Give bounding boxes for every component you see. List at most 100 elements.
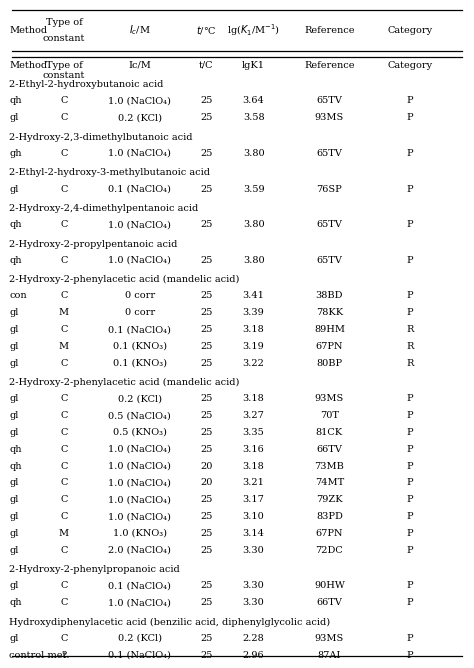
Text: P: P [407,598,413,607]
Text: t/C: t/C [199,61,213,69]
Text: 89HM: 89HM [314,325,345,334]
Text: P: P [407,220,413,229]
Text: 66TV: 66TV [317,445,342,454]
Text: 2-Hydroxy-2,3-dimethylbutanoic acid: 2-Hydroxy-2,3-dimethylbutanoic acid [9,132,193,142]
Text: 65TV: 65TV [317,96,342,106]
Text: 67PN: 67PN [316,529,343,538]
Text: 0.1 (KNO₃): 0.1 (KNO₃) [113,342,167,351]
Text: C: C [60,428,68,437]
Text: C: C [60,325,68,334]
Text: con: con [9,291,27,301]
Text: 3.30: 3.30 [243,581,264,591]
Text: 90HW: 90HW [314,581,345,591]
Text: M: M [59,308,69,317]
Text: qh: qh [9,598,22,607]
Text: 1.0 (NaClO₄): 1.0 (NaClO₄) [109,462,171,471]
Text: 1.0 (NaClO₄): 1.0 (NaClO₄) [109,445,171,454]
Text: gl: gl [9,546,19,554]
Text: 2.28: 2.28 [243,634,264,643]
Text: P: P [407,96,413,106]
Text: 25: 25 [200,308,212,317]
Text: 81CK: 81CK [316,428,343,437]
Text: qh: qh [9,96,22,106]
Text: 0.5 (KNO₃): 0.5 (KNO₃) [113,428,167,437]
Text: gl: gl [9,512,19,521]
Text: 3.17: 3.17 [243,495,264,504]
Text: P: P [407,462,413,471]
Text: 1.0 (KNO₃): 1.0 (KNO₃) [113,529,167,538]
Text: C: C [60,598,68,607]
Text: C: C [60,445,68,454]
Text: 0.2 (KCl): 0.2 (KCl) [118,114,162,122]
Text: C: C [60,149,68,158]
Text: C: C [60,256,68,265]
Text: 2.96: 2.96 [243,651,264,659]
Text: gl: gl [9,325,19,334]
Text: gl: gl [9,495,19,504]
Text: 0.1 (NaClO₄): 0.1 (NaClO₄) [109,651,171,659]
Text: gl: gl [9,114,19,122]
Text: $t$/°C: $t$/°C [196,24,217,36]
Text: 3.16: 3.16 [243,445,264,454]
Text: 1.0 (NaClO₄): 1.0 (NaClO₄) [109,149,171,158]
Text: P: P [407,428,413,437]
Text: 25: 25 [200,394,212,403]
Text: 87AI: 87AI [318,651,341,659]
Text: 74MT: 74MT [315,478,344,488]
Text: Reference: Reference [304,61,355,69]
Text: C: C [60,478,68,488]
Text: C: C [60,462,68,471]
Text: 20: 20 [200,478,212,488]
Text: Category: Category [387,61,433,69]
Text: 3.58: 3.58 [243,114,264,122]
Text: 1.0 (NaClO₄): 1.0 (NaClO₄) [109,256,171,265]
Text: 25: 25 [200,325,212,334]
Text: gl: gl [9,529,19,538]
Text: qh: qh [9,462,22,471]
Text: 25: 25 [200,651,212,659]
Text: P: P [407,445,413,454]
Text: 3.35: 3.35 [243,428,264,437]
Text: 0.2 (KCl): 0.2 (KCl) [118,634,162,643]
Text: 25: 25 [200,598,212,607]
Text: R: R [406,325,414,334]
Text: 38BD: 38BD [316,291,343,301]
Text: P: P [407,256,413,265]
Text: 3.80: 3.80 [243,256,264,265]
Text: 25: 25 [200,428,212,437]
Text: P: P [407,114,413,122]
Text: P: P [407,546,413,554]
Text: 25: 25 [200,581,212,591]
Text: 3.39: 3.39 [243,308,264,317]
Text: 25: 25 [200,96,212,106]
Text: 0 corr: 0 corr [125,291,155,301]
Text: gl: gl [9,342,19,351]
Text: gl: gl [9,394,19,403]
Text: 2-Hydroxy-2-phenylpropanoic acid: 2-Hydroxy-2-phenylpropanoic acid [9,565,180,574]
Text: Reference: Reference [304,25,355,35]
Text: 25: 25 [200,184,212,194]
Text: gl: gl [9,428,19,437]
Text: 1.0 (NaClO₄): 1.0 (NaClO₄) [109,598,171,607]
Text: Type of
constant: Type of constant [43,61,85,80]
Text: M: M [59,529,69,538]
Text: 0 corr: 0 corr [125,308,155,317]
Text: 1.0 (NaClO₄): 1.0 (NaClO₄) [109,478,171,488]
Text: 3.80: 3.80 [243,220,264,229]
Text: 72DC: 72DC [316,546,343,554]
Text: 3.30: 3.30 [243,546,264,554]
Text: constant: constant [43,33,85,43]
Text: 0.1 (NaClO₄): 0.1 (NaClO₄) [109,184,171,194]
Text: 65TV: 65TV [317,256,342,265]
Text: C: C [60,220,68,229]
Text: control met.: control met. [9,651,70,659]
Text: 25: 25 [200,291,212,301]
Text: 25: 25 [200,495,212,504]
Text: 65TV: 65TV [317,220,342,229]
Text: 25: 25 [200,359,212,367]
Text: 2-Ethyl-2-hydroxybutanoic acid: 2-Ethyl-2-hydroxybutanoic acid [9,80,164,89]
Text: 65TV: 65TV [317,149,342,158]
Text: 3.10: 3.10 [243,512,264,521]
Text: C: C [60,359,68,367]
Text: lgK1: lgK1 [242,61,265,69]
